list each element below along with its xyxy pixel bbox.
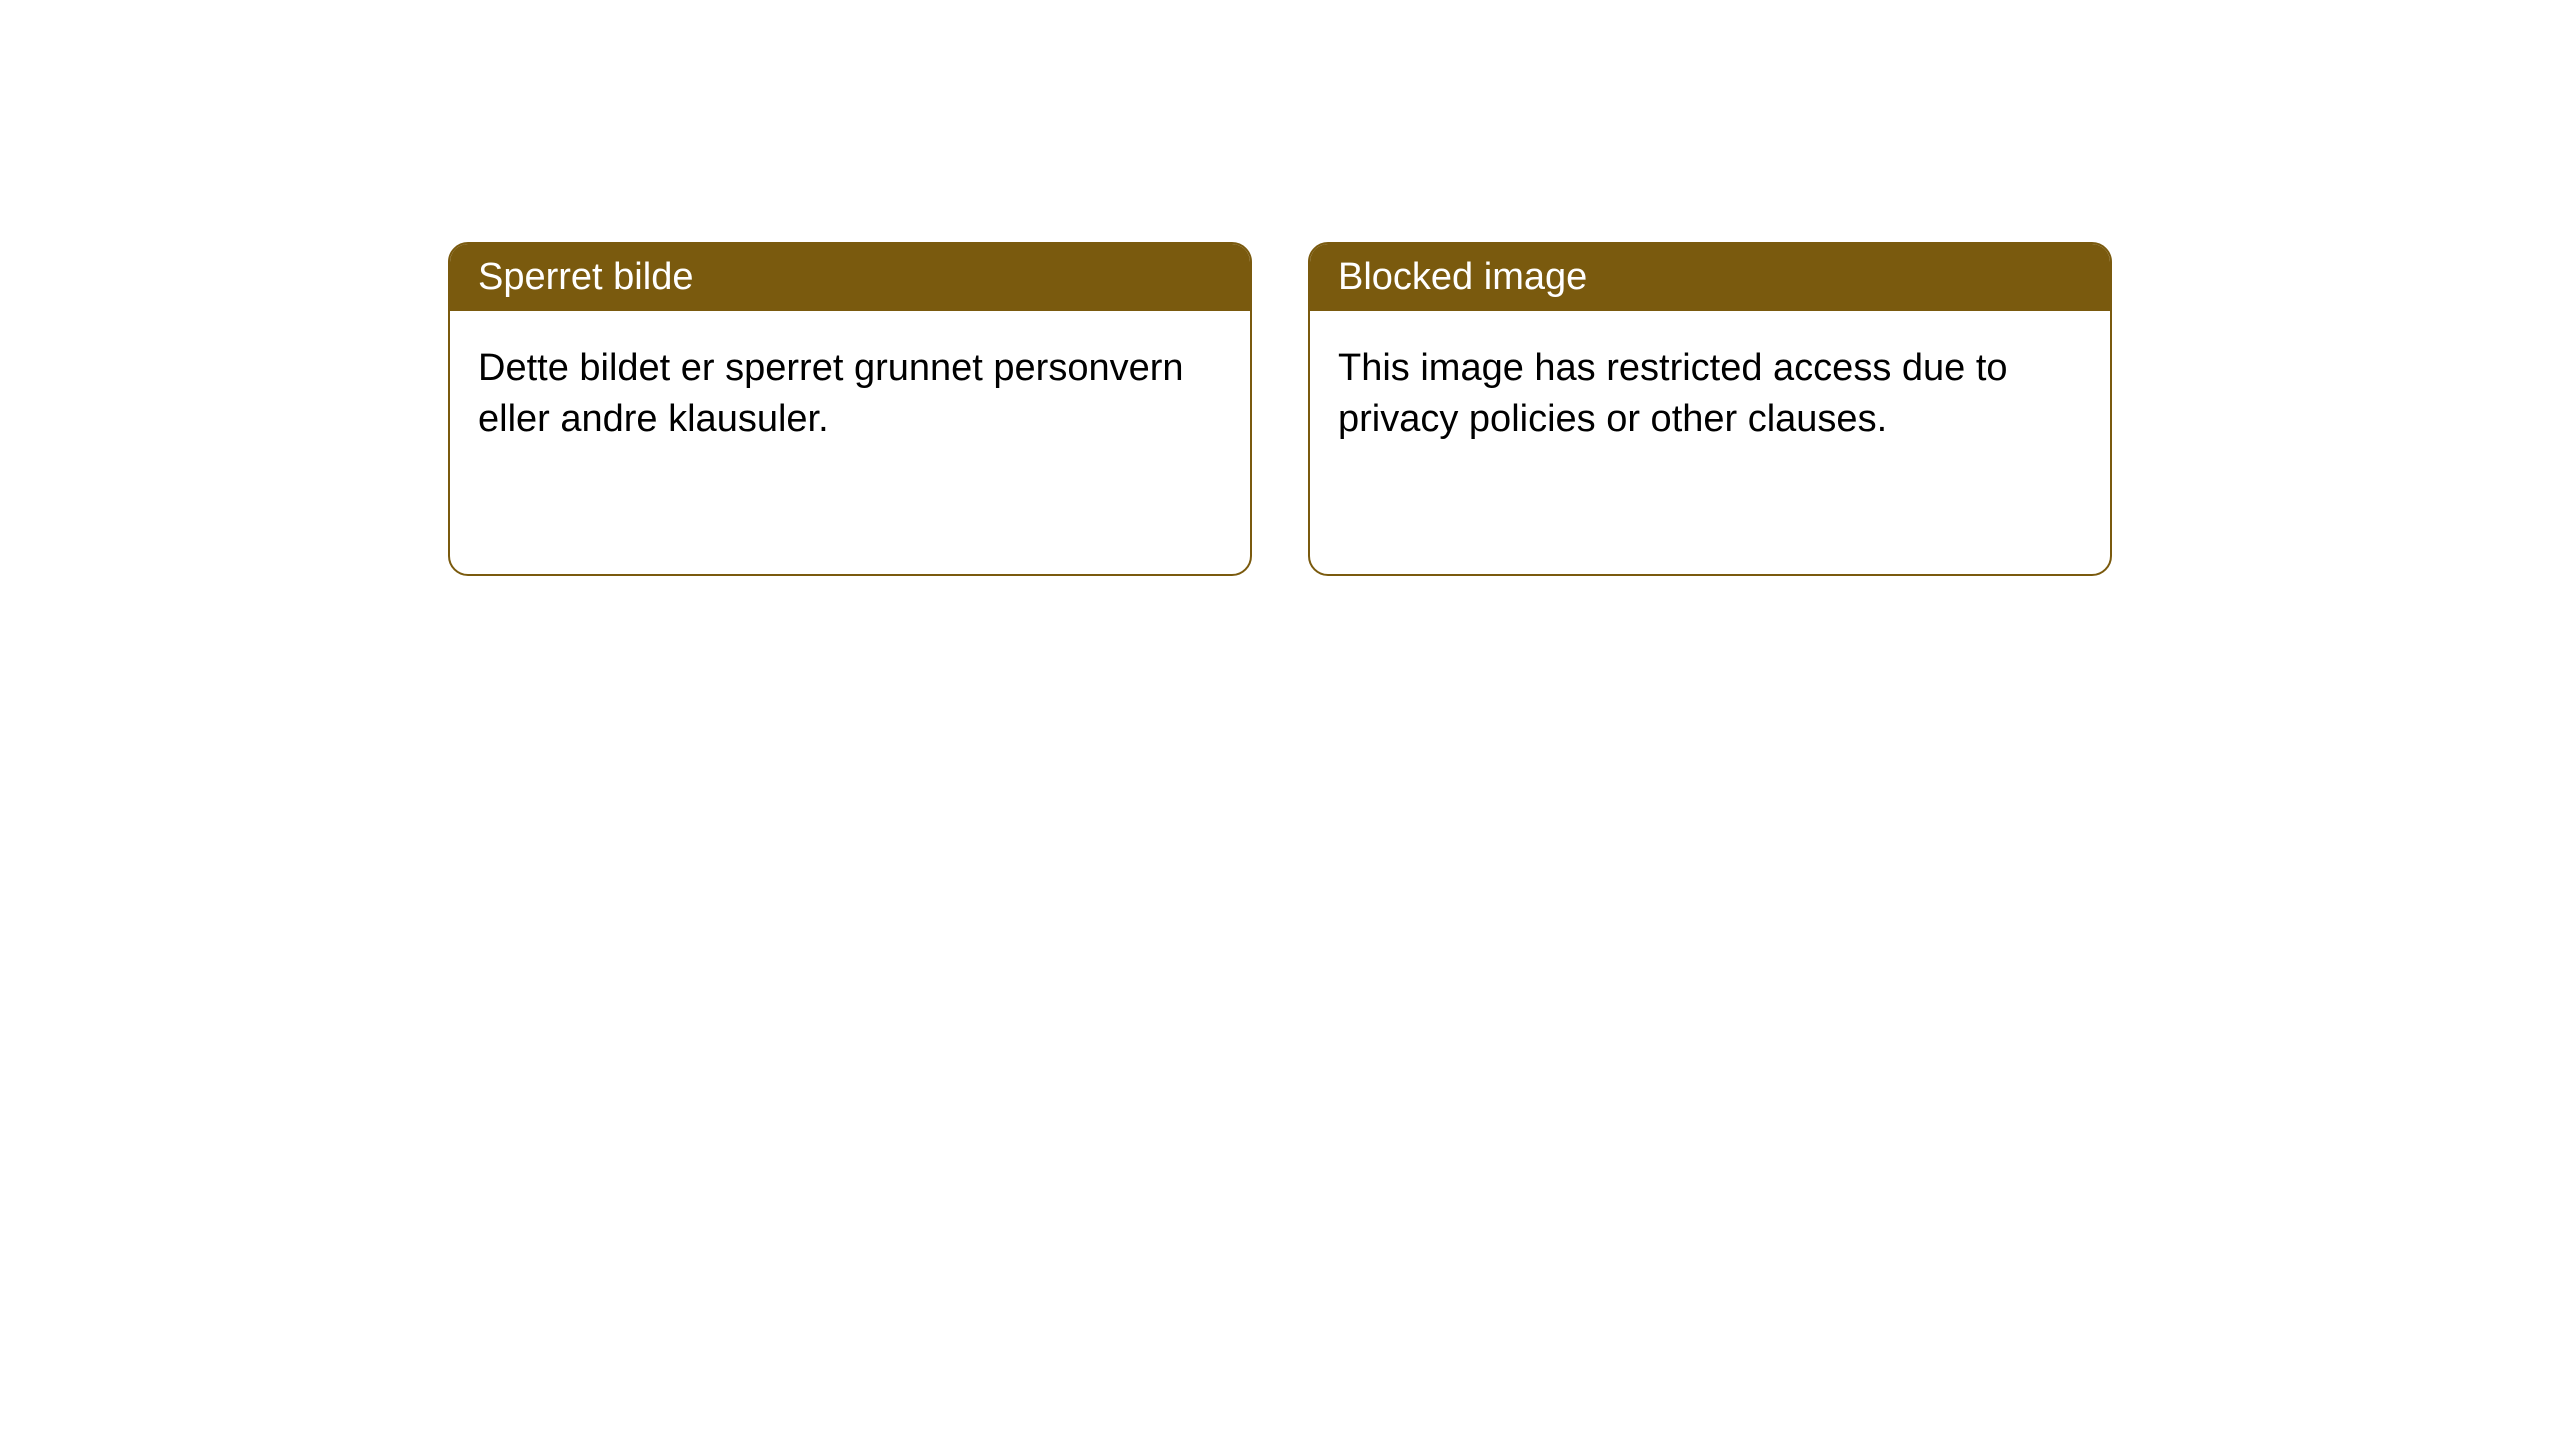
notice-body-english: This image has restricted access due to … <box>1310 311 2110 478</box>
notice-box-english: Blocked image This image has restricted … <box>1308 242 2112 576</box>
notice-header-english: Blocked image <box>1310 244 2110 311</box>
notice-container: Sperret bilde Dette bildet er sperret gr… <box>448 242 2112 576</box>
notice-body-norwegian: Dette bildet er sperret grunnet personve… <box>450 311 1250 478</box>
notice-header-norwegian: Sperret bilde <box>450 244 1250 311</box>
notice-box-norwegian: Sperret bilde Dette bildet er sperret gr… <box>448 242 1252 576</box>
